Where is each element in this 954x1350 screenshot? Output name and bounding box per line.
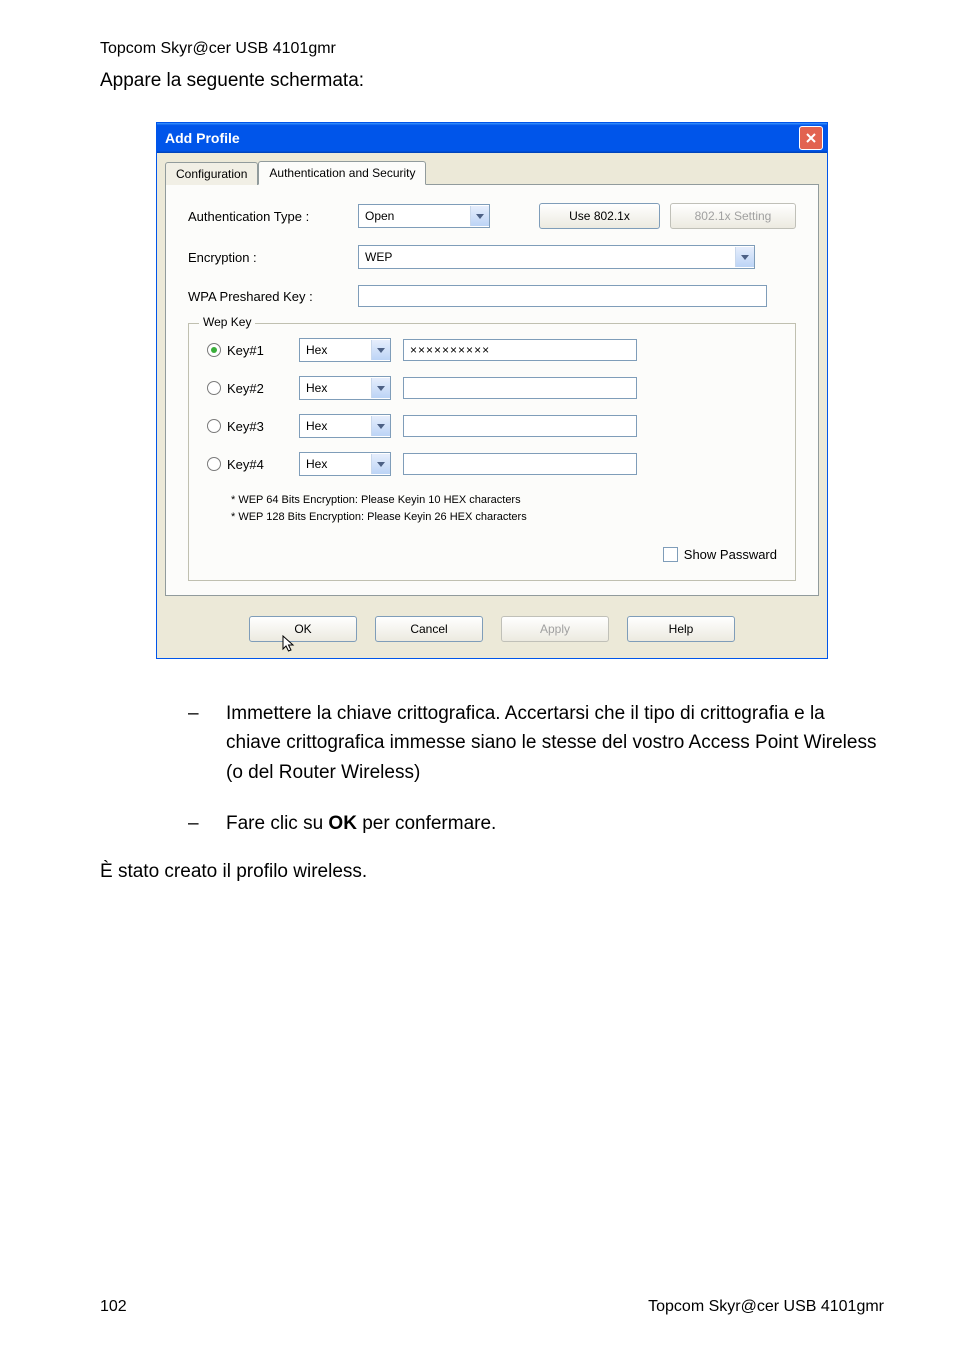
wep-group-label: Wep Key — [199, 315, 255, 329]
use-8021x-button[interactable]: Use 802.1x — [539, 203, 660, 229]
wep-key-group: Wep Key Key#1 Hex ×××××××××× Ke — [188, 323, 796, 581]
cursor-icon — [282, 635, 296, 656]
wep-instruction-64: * WEP 64 Bits Encryption: Please Keyin 1… — [231, 492, 777, 509]
wpa-key-label: WPA Preshared Key : — [188, 289, 348, 304]
wep-instructions: * WEP 64 Bits Encryption: Please Keyin 1… — [231, 492, 777, 525]
key4-input[interactable] — [403, 453, 637, 475]
key4-text: Key#4 — [227, 457, 264, 472]
key3-format-select[interactable]: Hex — [299, 414, 391, 438]
dropdown-icon — [470, 206, 489, 226]
dropdown-icon — [735, 247, 754, 267]
key3-radio[interactable] — [207, 419, 221, 433]
tab-authentication[interactable]: Authentication and Security — [258, 161, 426, 185]
document-header: Topcom Skyr@cer USB 4101gmr — [100, 40, 884, 58]
key1-input[interactable]: ×××××××××× — [403, 339, 637, 361]
key3-format: Hex — [300, 419, 371, 433]
instruction-list: – Immettere la chiave crittografica. Acc… — [188, 699, 884, 839]
bullet2-bold: OK — [328, 813, 357, 834]
dialog-title: Add Profile — [165, 130, 240, 146]
tab-configuration[interactable]: Configuration — [165, 162, 258, 185]
dropdown-icon — [371, 454, 390, 474]
key1-radio-label[interactable]: Key#1 — [207, 343, 287, 358]
key4-format: Hex — [300, 457, 371, 471]
auth-panel: Authentication Type : Open Use 802.1x 80… — [165, 184, 819, 596]
dialog-button-row: OK Cancel Apply Help — [157, 604, 827, 658]
key4-radio-label[interactable]: Key#4 — [207, 457, 287, 472]
key2-format: Hex — [300, 381, 371, 395]
bullet2-text: Fare clic su OK per confermare. — [226, 809, 496, 838]
dropdown-icon — [371, 340, 390, 360]
close-icon — [805, 132, 817, 144]
cancel-button[interactable]: Cancel — [375, 616, 483, 642]
show-password-checkbox[interactable] — [663, 547, 678, 562]
wep-instruction-128: * WEP 128 Bits Encryption: Please Keyin … — [231, 509, 777, 526]
key1-radio[interactable] — [207, 343, 221, 357]
bullet2-pre: Fare clic su — [226, 813, 328, 834]
key2-radio-label[interactable]: Key#2 — [207, 381, 287, 396]
dropdown-icon — [371, 378, 390, 398]
key2-text: Key#2 — [227, 381, 264, 396]
key2-radio[interactable] — [207, 381, 221, 395]
bullet2-post: per confermare. — [357, 813, 496, 834]
auth-type-label: Authentication Type : — [188, 209, 348, 224]
apply-button[interactable]: Apply — [501, 616, 609, 642]
key2-format-select[interactable]: Hex — [299, 376, 391, 400]
close-button[interactable] — [799, 126, 823, 150]
key4-format-select[interactable]: Hex — [299, 452, 391, 476]
bullet-dash: – — [188, 699, 202, 787]
ok-button[interactable]: OK — [249, 616, 357, 642]
encryption-label: Encryption : — [188, 250, 348, 265]
auth-type-value: Open — [359, 209, 470, 223]
wpa-key-input[interactable] — [358, 285, 767, 307]
bullet-dash: – — [188, 809, 202, 838]
key3-text: Key#3 — [227, 419, 264, 434]
footer-product: Topcom Skyr@cer USB 4101gmr — [648, 1298, 884, 1316]
key1-format: Hex — [300, 343, 371, 357]
page-number: 102 — [100, 1298, 127, 1316]
8021x-setting-button[interactable]: 802.1x Setting — [670, 203, 796, 229]
auth-type-select[interactable]: Open — [358, 204, 490, 228]
key4-radio[interactable] — [207, 457, 221, 471]
key1-format-select[interactable]: Hex — [299, 338, 391, 362]
add-profile-dialog: Add Profile Configuration Authentication… — [156, 122, 828, 659]
key3-radio-label[interactable]: Key#3 — [207, 419, 287, 434]
tab-row: Configuration Authentication and Securit… — [157, 153, 827, 184]
dialog-titlebar: Add Profile — [157, 123, 827, 153]
bullet1-text: Immettere la chiave crittografica. Accer… — [226, 699, 884, 787]
closing-text: È stato creato il profilo wireless. — [100, 861, 884, 883]
ok-button-label: OK — [294, 622, 311, 636]
encryption-select[interactable]: WEP — [358, 245, 755, 269]
help-button[interactable]: Help — [627, 616, 735, 642]
key1-text: Key#1 — [227, 343, 264, 358]
page-footer: 102 Topcom Skyr@cer USB 4101gmr — [100, 1298, 884, 1316]
document-subheader: Appare la seguente schermata: — [100, 70, 884, 92]
key3-input[interactable] — [403, 415, 637, 437]
dropdown-icon — [371, 416, 390, 436]
show-password-label: Show Passward — [684, 547, 777, 562]
encryption-value: WEP — [359, 250, 735, 264]
key2-input[interactable] — [403, 377, 637, 399]
